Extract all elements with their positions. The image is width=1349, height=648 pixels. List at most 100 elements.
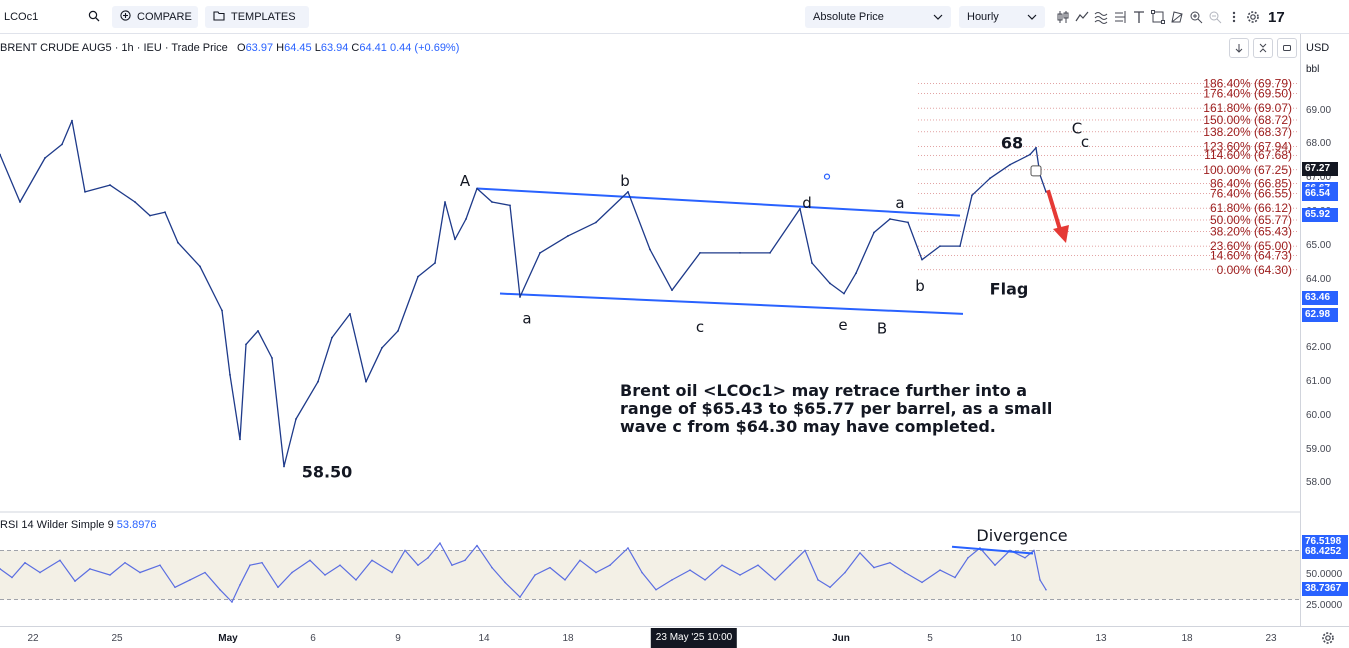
drawing-icon[interactable]	[1169, 7, 1185, 27]
rsi-point	[339, 564, 341, 566]
fib-label: 176.40% (69.50)	[1203, 87, 1292, 101]
text-icon[interactable]	[1131, 7, 1147, 27]
rsi-point	[739, 574, 741, 576]
settings-icon[interactable]	[1245, 7, 1261, 27]
price-point	[829, 282, 831, 285]
legend-close-label: C	[351, 42, 360, 54]
rsi-point	[417, 564, 419, 566]
rsi-divergence-line	[951, 545, 1034, 555]
rsi-point	[174, 586, 176, 589]
rsi-point	[789, 564, 791, 566]
fib-label: 86.40% (66.85)	[1210, 176, 1292, 190]
rsi-point	[954, 576, 956, 579]
price-point	[257, 329, 259, 332]
overlay-icon[interactable]	[1093, 7, 1109, 27]
price-chart[interactable]: 186.40% (69.79)176.40% (69.50)161.80% (6…	[0, 34, 1300, 626]
arrow-down-icon[interactable]	[1229, 38, 1249, 58]
price-point	[381, 346, 383, 349]
rsi-point	[641, 571, 643, 574]
rsi-point	[1024, 557, 1026, 559]
price-tick-label: 58.00	[1306, 477, 1332, 489]
price-point	[149, 214, 151, 217]
price-point	[365, 380, 367, 383]
rsi-point	[404, 549, 406, 552]
price-point	[907, 221, 909, 224]
price-scale[interactable]	[1300, 34, 1349, 626]
interval-select[interactable]: Hourly	[959, 6, 1045, 28]
rsi-tick-label: 25.0000	[1306, 599, 1343, 611]
rsi-point	[159, 564, 161, 566]
wave-label: 68	[1001, 134, 1023, 153]
more-icon[interactable]	[1226, 7, 1242, 27]
compare-button[interactable]: COMPARE	[112, 6, 198, 28]
currency-label[interactable]: USD	[1306, 42, 1330, 54]
time-tick-label: 6	[310, 633, 316, 644]
price-point	[71, 119, 73, 122]
time-tick-label: 13	[1095, 633, 1107, 644]
fib-label: 186.40% (69.79)	[1203, 77, 1292, 91]
legend-low-label: L	[314, 42, 321, 54]
fullscreen-icon[interactable]	[1150, 7, 1166, 27]
rsi-point	[671, 579, 673, 581]
legend-title: BRENT CRUDE AUG5 · 1h · IEU · Trade Pric…	[0, 42, 228, 54]
rsi-point	[391, 571, 393, 574]
rsi-point	[579, 559, 581, 562]
legend-high-label: H	[276, 42, 285, 54]
price-tick-label: 68.00	[1306, 138, 1332, 150]
price-badge: 65.92	[1302, 207, 1338, 222]
fib-label: 123.60% (67.94)	[1203, 139, 1292, 153]
unit-label[interactable]: bbl	[1306, 64, 1320, 75]
scale-icon[interactable]	[1112, 7, 1128, 27]
zoom-out-icon[interactable]	[1207, 7, 1223, 27]
rsi-value: 53.8976	[116, 519, 157, 531]
rsi-point	[476, 544, 478, 547]
annotation-line: range of $65.43 to $65.77 per barrel, as…	[620, 399, 1052, 418]
rsi-point	[655, 588, 657, 591]
collapse-icon[interactable]	[1253, 38, 1273, 58]
rsi-point	[139, 571, 141, 574]
rsi-point	[817, 579, 819, 581]
time-tick-label: 9	[395, 633, 401, 644]
time-cursor-label: 23 May '25 10:00	[650, 628, 738, 648]
maximize-icon[interactable]	[1277, 38, 1297, 58]
tool-icons: 17	[1055, 6, 1285, 28]
price-legend: BRENT CRUDE AUG5 · 1h · IEU · Trade Pric…	[0, 42, 459, 54]
price-tick-label: 67.00	[1306, 172, 1332, 184]
price-point	[61, 143, 63, 146]
wave-label: C	[1072, 119, 1082, 137]
annotation-line: wave c from $64.30 may have completed.	[620, 417, 996, 436]
price-tick-label: 61.00	[1306, 375, 1332, 387]
candles-icon[interactable]	[1055, 7, 1071, 27]
price-tick-label: 65.00	[1306, 240, 1332, 252]
legend-change: 0.44 (+0.69%)	[389, 42, 460, 54]
price-point	[295, 418, 297, 420]
rsi-point	[873, 566, 875, 569]
red-arrow-line	[1046, 189, 1063, 234]
price-badge: 66.54	[1302, 186, 1338, 201]
fib-label: 138.20% (68.37)	[1203, 125, 1292, 139]
wave-label: d	[802, 194, 812, 212]
fib-label: 114.60% (67.68)	[1204, 148, 1292, 162]
wave-label: 58.50	[302, 463, 353, 482]
wave-label: b	[915, 277, 925, 295]
axis-controls	[1229, 38, 1297, 58]
time-tick-label: Jun	[832, 633, 850, 644]
rsi-point	[627, 547, 629, 549]
rsi-point	[804, 549, 806, 552]
rsi-point	[291, 571, 293, 574]
price-mode-select[interactable]: Absolute Price	[805, 6, 951, 28]
rsi-point	[491, 566, 493, 569]
fib-label: 76.40% (66.55)	[1210, 187, 1292, 201]
price-point	[476, 187, 478, 190]
zoom-in-icon[interactable]	[1188, 7, 1204, 27]
symbol-search[interactable]: LCOc1	[0, 6, 106, 28]
price-point	[331, 336, 333, 339]
price-point	[444, 201, 446, 203]
indicators-icon[interactable]	[1074, 7, 1090, 27]
time-axis[interactable]: 23 May '25 10:00 22 25 May 6 9 14 18 Jun 5 10 13 18…	[0, 626, 1349, 648]
gear-icon[interactable]	[1321, 631, 1335, 648]
wave-label: c	[1081, 133, 1089, 151]
templates-button[interactable]: TEMPLATES	[205, 6, 309, 28]
rsi-point	[967, 557, 969, 559]
marker-square	[1030, 165, 1042, 177]
